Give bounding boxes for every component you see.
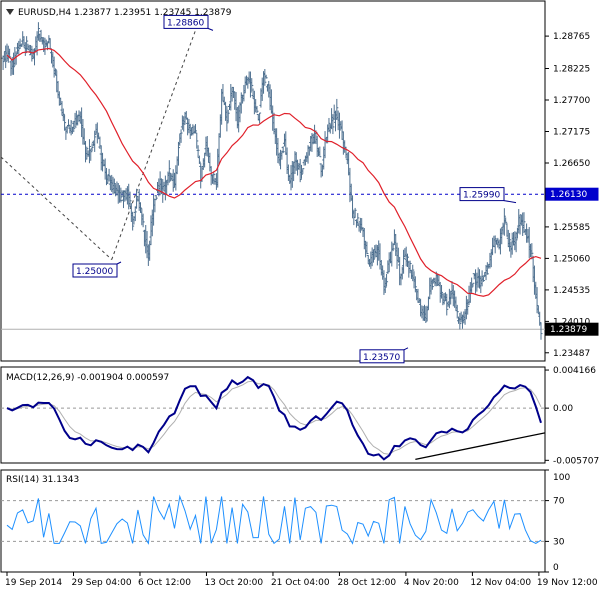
price-label-box — [359, 349, 405, 364]
price-tick-label: 1.27175 — [553, 128, 590, 138]
price-annotations: 1.28860 1.25000 1.25990 1.23570 — [72, 14, 517, 364]
time-tick-label: 19 Sep 2014 — [5, 578, 62, 588]
rsi-tick-label: 30 — [553, 537, 565, 547]
price-tick-label: 1.25060 — [553, 254, 590, 264]
rsi-title: RSI(14) 31.1343 — [6, 475, 79, 485]
price-label-leader — [207, 27, 214, 31]
time-tick-label: 21 Oct 04:00 — [271, 578, 330, 588]
price-tick-label: 1.26650 — [553, 159, 590, 169]
macd-panel — [0, 366, 546, 464]
price-label-box — [72, 263, 118, 278]
fib-trendline — [111, 30, 196, 260]
moving-average-line — [6, 47, 542, 297]
macd-tick-label: 0.004166 — [553, 366, 596, 376]
price-tick-label: 1.28765 — [553, 32, 590, 42]
resistance-price-tag-box — [545, 187, 599, 201]
current-price-tag-box — [545, 322, 599, 336]
price-tick-label: 1.25585 — [553, 223, 590, 233]
time-tick-label: 29 Sep 04:00 — [71, 578, 131, 588]
price-tick-label: 1.24010 — [553, 317, 590, 327]
price-label-leader — [116, 261, 122, 265]
resistance-price-tag: 1.26130 — [550, 190, 587, 200]
time-tick-label: 4 Nov 20:00 — [404, 578, 459, 588]
rsi-line — [6, 494, 542, 545]
price-tick-label: 1.28225 — [553, 65, 590, 75]
axes: 1.28765 1.28225 1.27700 1.27175 1.26650 1.261… — [5, 32, 599, 588]
fib-trendline — [1, 156, 113, 260]
collapse-triangle-icon — [6, 9, 14, 15]
macd-tick-label: 0.00 — [553, 404, 573, 414]
macd-divergence-line — [415, 432, 545, 460]
time-tick-label: 28 Oct 12:00 — [337, 578, 396, 588]
price-label-box — [163, 14, 209, 29]
price-label: 1.23570 — [363, 353, 400, 363]
price-tick-label: 1.27700 — [553, 96, 590, 106]
price-label: 1.25000 — [76, 267, 113, 277]
price-label-leader — [403, 347, 409, 351]
price-label-leader — [503, 200, 517, 204]
main-panel — [0, 0, 546, 362]
price-label-box — [459, 187, 505, 202]
macd-plot — [1, 375, 545, 461]
price-tick-label: 1.24535 — [553, 286, 590, 296]
time-tick-label: 13 Oct 20:00 — [204, 578, 263, 588]
macd-tick-label: -0.005707 — [553, 456, 599, 466]
price-tick-label: 1.23487 — [553, 349, 590, 359]
price-label: 1.28860 — [167, 18, 204, 28]
time-tick-label: 19 Nov 12:00 — [537, 578, 598, 588]
rsi-tick-label: 100 — [553, 473, 570, 483]
time-tick-label: 12 Nov 04:00 — [470, 578, 531, 588]
rsi-tick-label: 70 — [553, 497, 565, 507]
current-price-tag: 1.23879 — [550, 325, 587, 335]
rsi-plot — [1, 494, 545, 545]
price-label: 1.25990 — [463, 191, 500, 201]
rsi-panel — [0, 469, 546, 573]
rsi-tick-label: 0 — [553, 563, 559, 573]
macd-line — [6, 375, 542, 461]
macd-title: MACD(12,26,9) -0.001904 0.000597 — [6, 373, 169, 383]
time-tick-label: 6 Oct 12:00 — [138, 578, 191, 588]
main-title: EURUSD,H4 1.23877 1.23951 1.23745 1.2387… — [18, 8, 232, 18]
price-plot — [1, 22, 545, 340]
